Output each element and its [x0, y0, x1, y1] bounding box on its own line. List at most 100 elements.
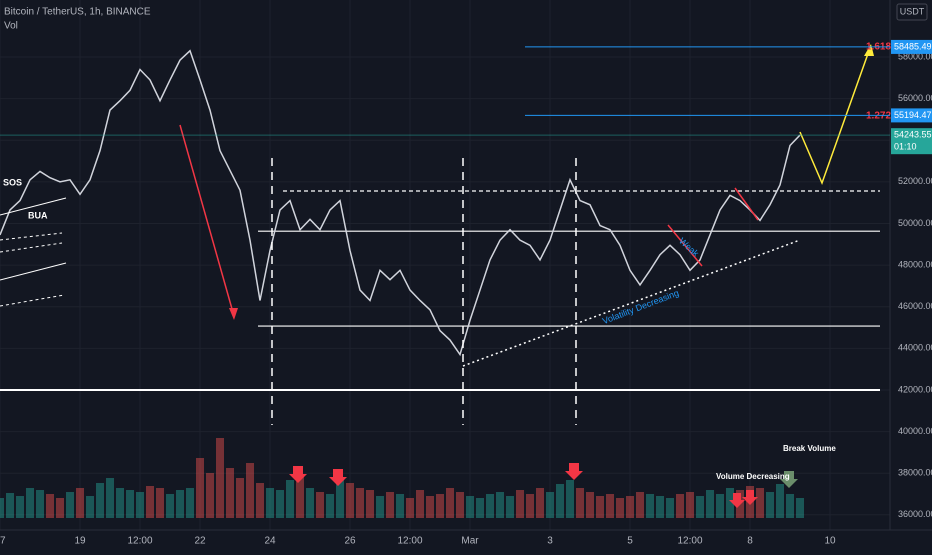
- volume-bar: [0, 498, 4, 518]
- y-tick-label: 52000.00: [898, 176, 932, 186]
- annotation: SOS: [3, 177, 22, 187]
- volume-bar: [76, 488, 84, 518]
- volume-bar: [726, 488, 734, 518]
- currency-box: [896, 3, 928, 21]
- volume-bar: [376, 496, 384, 518]
- y-tick-label: 42000.00: [898, 384, 932, 394]
- y-tick-label: 44000.00: [898, 343, 932, 353]
- volume-bar: [486, 494, 494, 518]
- volume-arrows: [289, 463, 758, 508]
- y-tick-label: 58000.00: [898, 51, 932, 61]
- annotation: Volume Decreasing: [716, 472, 790, 481]
- volume-bar: [366, 490, 374, 518]
- volume-bar: [116, 488, 124, 518]
- y-tick-label: 56000.00: [898, 93, 932, 103]
- volume-bar: [246, 463, 254, 518]
- volume-bar: [326, 494, 334, 518]
- x-tick-label: 17: [0, 536, 6, 547]
- volume-bar: [56, 498, 64, 518]
- volume-bar: [576, 488, 584, 518]
- volume-bar: [316, 492, 324, 518]
- volume-bar: [636, 492, 644, 518]
- y-tick-label: 36000.00: [898, 509, 932, 519]
- volume-bar: [16, 496, 24, 518]
- projection: [799, 47, 871, 186]
- y-tick-label: 50000.00: [898, 218, 932, 228]
- volume-bar: [6, 493, 14, 518]
- volume-bar: [166, 494, 174, 518]
- volume-bar: [666, 498, 674, 518]
- volume-bar: [516, 490, 524, 518]
- volume-bar: [86, 496, 94, 518]
- volume-bar: [456, 492, 464, 518]
- volume-bar: [786, 494, 794, 518]
- volume-bar: [96, 483, 104, 518]
- volume-bar: [296, 476, 304, 518]
- x-tick-label: 24: [264, 536, 276, 547]
- volume-bar: [426, 496, 434, 518]
- volume-arrow: [780, 471, 798, 488]
- level-label: 58485.49: [894, 41, 932, 51]
- volume-bar: [566, 480, 574, 518]
- volume-bar: [126, 490, 134, 518]
- volume-bar: [646, 494, 654, 518]
- volume-bar: [546, 492, 554, 518]
- volume-bar: [286, 480, 294, 518]
- x-tick-label: 12:00: [127, 536, 152, 547]
- arrow: [734, 187, 759, 221]
- volume-bar: [436, 494, 444, 518]
- x-tick-label: 10: [824, 536, 836, 547]
- volume-bar: [226, 468, 234, 518]
- volume-bar: [236, 478, 244, 518]
- volume-bar: [36, 490, 44, 518]
- volume-bar: [26, 488, 34, 518]
- volume-bar: [196, 458, 204, 518]
- x-tick-label: 12:00: [397, 536, 422, 547]
- trend-line: [0, 294, 65, 307]
- volume-bar: [216, 438, 224, 518]
- volume-bar: [396, 494, 404, 518]
- volume-bar: [696, 496, 704, 518]
- y-tick-label: 48000.00: [898, 259, 932, 269]
- volume-bar: [206, 473, 214, 518]
- volume-bar: [466, 496, 474, 518]
- volume-bar: [346, 483, 354, 518]
- volume-bar: [356, 488, 364, 518]
- x-tick-label: 8: [747, 536, 753, 547]
- volume-bar: [176, 490, 184, 518]
- annotation: Break Volume: [783, 444, 836, 453]
- annotation: BUA: [28, 210, 48, 220]
- volume-bar: [106, 478, 114, 518]
- y-tick-label: 46000.00: [898, 301, 932, 311]
- x-tick-label: 5: [627, 536, 633, 547]
- volume-bar: [596, 496, 604, 518]
- x-tick-label: 3: [547, 536, 553, 547]
- x-tick-label: 26: [344, 536, 356, 547]
- volume-bar: [146, 486, 154, 518]
- volume-bar: [476, 498, 484, 518]
- x-tick-label: 22: [194, 536, 206, 547]
- volume-bar: [676, 494, 684, 518]
- volume-bar: [536, 488, 544, 518]
- volume-bar: [586, 492, 594, 518]
- volume-bar: [336, 478, 344, 518]
- volume-bar: [256, 483, 264, 518]
- level-label: 54243.55: [894, 130, 932, 140]
- volume-bar: [756, 488, 764, 518]
- volume-bar: [626, 496, 634, 518]
- volume-bar: [776, 484, 784, 518]
- volume-bar: [46, 494, 54, 518]
- level-box: [891, 108, 932, 123]
- trend-line: [0, 232, 63, 241]
- volume-bar: [186, 488, 194, 518]
- x-tick-label: 19: [74, 536, 86, 547]
- volume-bar: [556, 484, 564, 518]
- volume-bar: [136, 492, 144, 518]
- volume-bar: [496, 492, 504, 518]
- volume-bar: [616, 498, 624, 518]
- volume-bar: [716, 494, 724, 518]
- volume-bar: [656, 496, 664, 518]
- volume-bar: [766, 492, 774, 518]
- volume-bar: [416, 490, 424, 518]
